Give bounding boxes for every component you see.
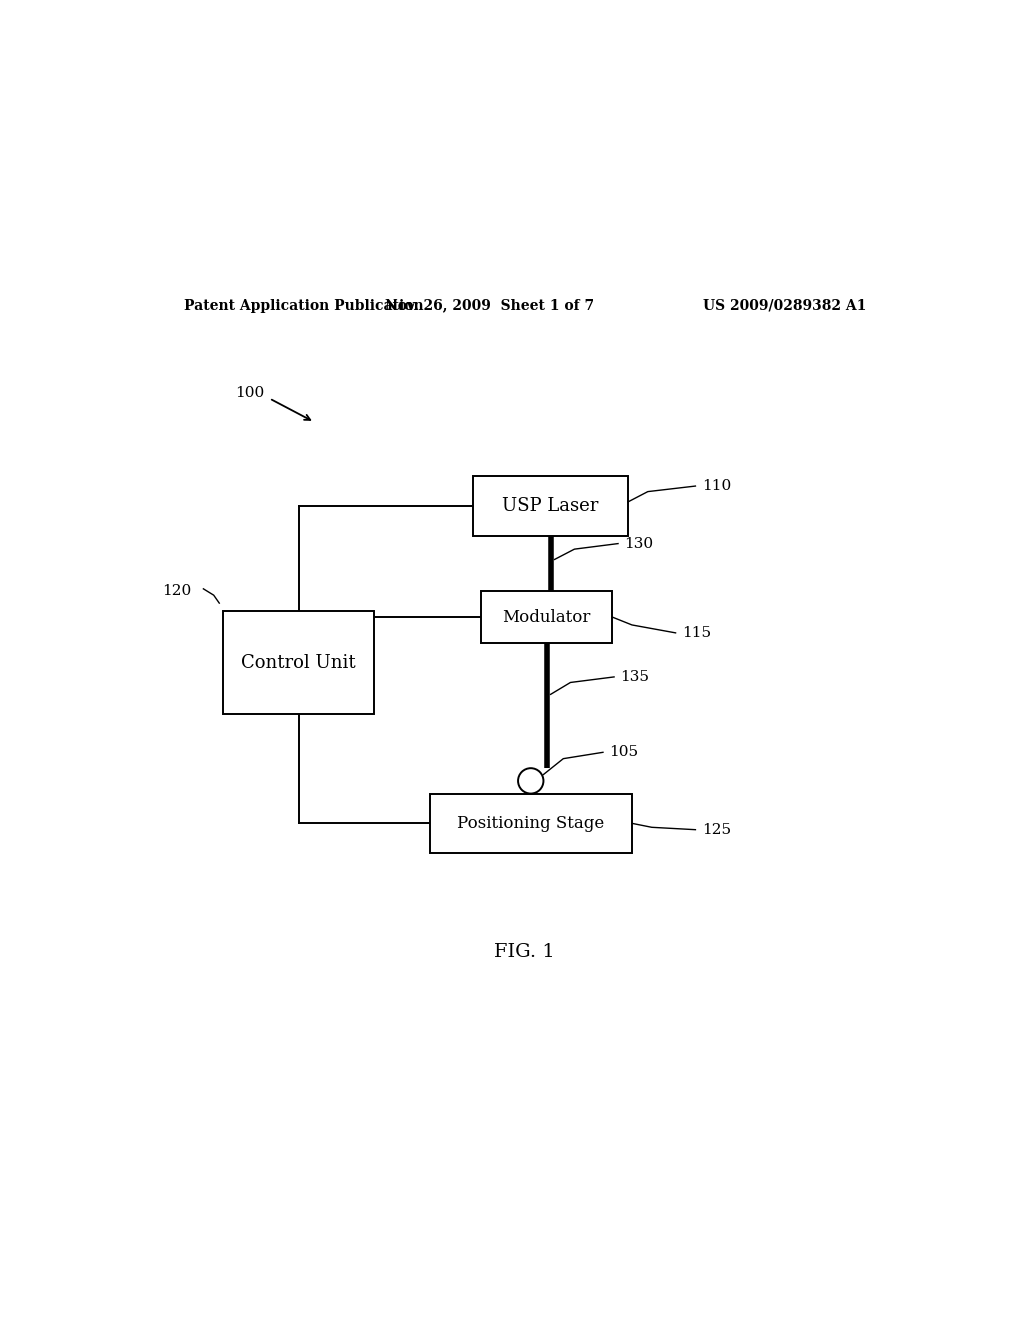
FancyBboxPatch shape [223, 611, 374, 714]
Text: Patent Application Publication: Patent Application Publication [183, 298, 423, 313]
Circle shape [518, 768, 544, 793]
Text: 120: 120 [162, 585, 191, 598]
Text: 130: 130 [625, 537, 653, 550]
Text: USP Laser: USP Laser [503, 496, 599, 515]
Text: Positioning Stage: Positioning Stage [457, 814, 604, 832]
Text: 115: 115 [682, 626, 711, 640]
Text: Modulator: Modulator [503, 609, 591, 626]
Text: 135: 135 [621, 671, 649, 684]
Text: 125: 125 [701, 822, 731, 837]
Text: 110: 110 [701, 479, 731, 494]
FancyBboxPatch shape [481, 591, 612, 643]
Text: Nov. 26, 2009  Sheet 1 of 7: Nov. 26, 2009 Sheet 1 of 7 [385, 298, 594, 313]
FancyBboxPatch shape [430, 793, 632, 853]
Text: Control Unit: Control Unit [242, 653, 356, 672]
Text: 105: 105 [609, 746, 638, 759]
FancyBboxPatch shape [473, 477, 628, 536]
Text: US 2009/0289382 A1: US 2009/0289382 A1 [702, 298, 866, 313]
Text: 100: 100 [236, 385, 264, 400]
Text: FIG. 1: FIG. 1 [495, 944, 555, 961]
